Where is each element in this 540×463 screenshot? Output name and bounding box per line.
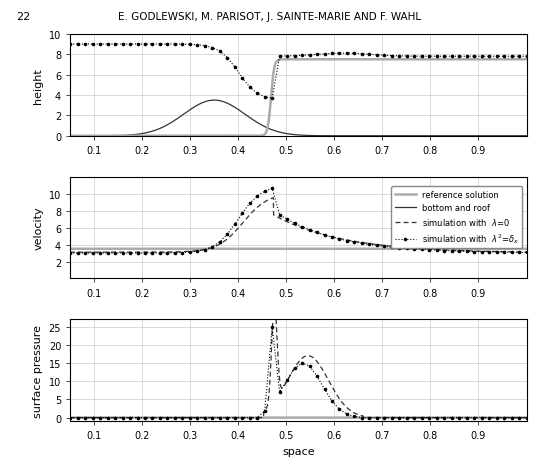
Y-axis label: height: height — [33, 68, 43, 103]
Text: 22: 22 — [16, 12, 30, 22]
Y-axis label: velocity: velocity — [33, 206, 43, 250]
Legend: reference solution, bottom and roof, simulation with  $\lambda$=0, simulation wi: reference solution, bottom and roof, sim… — [392, 187, 522, 249]
X-axis label: space: space — [282, 446, 315, 456]
Y-axis label: surface pressure: surface pressure — [33, 324, 43, 417]
Text: E. GODLEWSKI, M. PARISOT, J. SAINTE-MARIE AND F. WAHL: E. GODLEWSKI, M. PARISOT, J. SAINTE-MARI… — [118, 12, 422, 22]
